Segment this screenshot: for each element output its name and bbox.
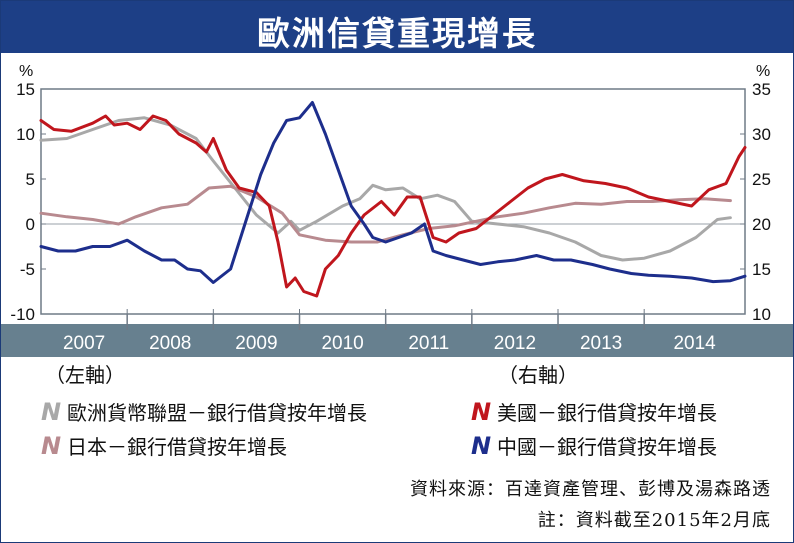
right-tick-label: 20: [752, 215, 771, 234]
right-tick-label: 35: [752, 80, 771, 99]
left-tick-label: 10: [16, 125, 35, 144]
title-bar: 歐洲信貸重現增長: [1, 1, 793, 53]
x-tick-label: 2008: [149, 333, 191, 354]
series-japan-line: [39, 184, 732, 244]
legend-label-eurozone: 歐洲貨幣聯盟－銀行借貸按年增長: [67, 401, 367, 425]
series-us-line: [39, 114, 747, 298]
legend-swatch-china: N: [471, 432, 492, 460]
x-tick-label: 2014: [673, 333, 716, 354]
right-tick-label: 10: [752, 305, 771, 324]
chart-title: 歐洲信貸重現增長: [257, 14, 537, 53]
legend-swatch-eurozone: N: [41, 398, 62, 426]
x-tick-label: 2012: [494, 333, 536, 354]
right-axis-unit: %: [756, 63, 770, 80]
right-tick-label: 25: [752, 170, 771, 189]
x-tick-label: 2013: [580, 333, 622, 354]
legend-swatch-us: N: [471, 398, 492, 426]
right-tick-label: 15: [752, 260, 771, 279]
x-tick-label: 2010: [321, 333, 363, 354]
series-china-line: [39, 101, 747, 284]
x-tick-label: 2011: [408, 333, 449, 354]
legend-label-us: 美國－銀行借貸按年增長: [497, 401, 717, 425]
right-tick-label: 30: [752, 125, 771, 144]
date-note: 註：資料截至2015年2月底: [537, 510, 771, 531]
left-tick-label: 5: [26, 170, 35, 189]
legend-item-china: N 中國－銀行借貸按年增長: [471, 431, 717, 460]
legend-item-japan: N 日本－銀行借貸按年增長: [41, 431, 287, 460]
series-eurozone-line: [39, 116, 732, 262]
left-tick-label: -5: [20, 260, 35, 279]
right-axis-legend-heading: （右軸）: [498, 363, 578, 387]
legend-swatch-japan: N: [41, 432, 62, 460]
legend-item-us: N 美國－銀行借貸按年增長: [471, 397, 717, 426]
x-tick-label: 2009: [235, 333, 277, 354]
left-tick-label: 15: [16, 80, 35, 99]
left-axis-legend-heading: （左軸）: [45, 363, 125, 387]
year-band: [1, 324, 793, 357]
left-tick-label: 0: [26, 215, 35, 234]
legend-label-japan: 日本－銀行借貸按年增長: [67, 435, 287, 459]
legend-label-china: 中國－銀行借貸按年增長: [497, 435, 717, 459]
legend-item-eurozone: N 歐洲貨幣聯盟－銀行借貸按年增長: [41, 397, 367, 426]
source-note: 資料來源：百達資產管理、彭博及湯森路透: [410, 479, 771, 500]
left-axis-unit: %: [19, 63, 33, 80]
left-tick-label: -10: [10, 305, 35, 324]
x-tick-label: 2007: [63, 333, 105, 354]
